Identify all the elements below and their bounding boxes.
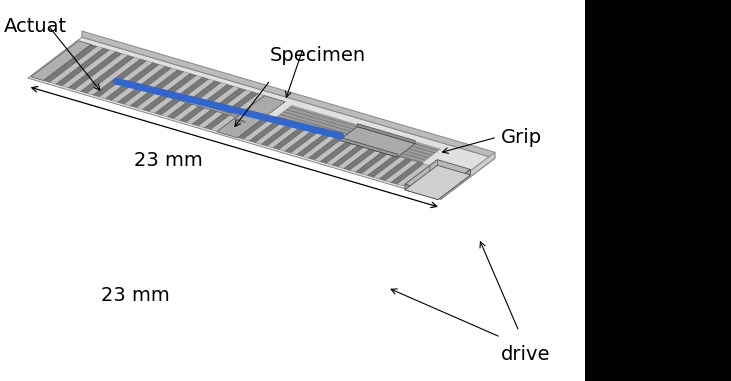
Text: 23 mm: 23 mm (101, 286, 170, 305)
Polygon shape (339, 126, 415, 157)
Polygon shape (344, 148, 376, 170)
Polygon shape (297, 134, 330, 157)
Polygon shape (234, 118, 246, 122)
Polygon shape (130, 70, 184, 108)
Polygon shape (281, 113, 431, 157)
Polygon shape (75, 54, 128, 91)
Polygon shape (339, 137, 397, 157)
Polygon shape (405, 160, 471, 194)
Polygon shape (279, 129, 312, 151)
FancyBboxPatch shape (0, 0, 585, 381)
Polygon shape (105, 62, 159, 101)
Polygon shape (198, 90, 252, 128)
Text: 23 mm: 23 mm (134, 151, 203, 170)
Polygon shape (314, 139, 347, 162)
Polygon shape (287, 108, 437, 152)
Polygon shape (385, 160, 418, 182)
Polygon shape (379, 158, 412, 181)
Polygon shape (291, 133, 324, 155)
Polygon shape (291, 106, 440, 150)
Text: Specimen: Specimen (270, 46, 366, 65)
Polygon shape (43, 45, 97, 82)
Polygon shape (283, 111, 433, 156)
Polygon shape (112, 64, 165, 102)
Polygon shape (289, 107, 439, 151)
Polygon shape (308, 138, 341, 160)
Polygon shape (28, 37, 495, 199)
Polygon shape (155, 77, 209, 115)
Polygon shape (80, 55, 135, 93)
Polygon shape (278, 115, 428, 159)
Polygon shape (285, 131, 318, 153)
Polygon shape (192, 88, 246, 126)
Polygon shape (303, 136, 336, 158)
Polygon shape (87, 57, 140, 95)
Polygon shape (441, 152, 495, 199)
Polygon shape (349, 150, 382, 172)
Polygon shape (249, 120, 282, 142)
Polygon shape (124, 68, 178, 106)
Polygon shape (68, 52, 122, 90)
Text: Actuat: Actuat (4, 17, 67, 36)
Polygon shape (167, 81, 221, 118)
Polygon shape (62, 50, 115, 88)
Polygon shape (148, 75, 202, 113)
Polygon shape (438, 170, 471, 200)
Polygon shape (338, 146, 371, 169)
Polygon shape (82, 31, 495, 158)
Polygon shape (238, 117, 270, 139)
Polygon shape (374, 157, 406, 179)
Polygon shape (284, 110, 434, 155)
Polygon shape (31, 41, 91, 80)
Polygon shape (276, 116, 426, 160)
Polygon shape (186, 86, 240, 124)
Polygon shape (205, 92, 258, 130)
Polygon shape (357, 123, 415, 144)
Text: Grip: Grip (501, 128, 542, 147)
Polygon shape (180, 85, 233, 122)
Polygon shape (161, 79, 215, 117)
Polygon shape (368, 155, 401, 177)
Polygon shape (255, 122, 288, 144)
Polygon shape (217, 96, 285, 138)
Polygon shape (280, 114, 429, 158)
Polygon shape (143, 74, 197, 111)
Polygon shape (397, 164, 430, 186)
Polygon shape (355, 152, 388, 174)
Polygon shape (275, 117, 425, 162)
Polygon shape (99, 61, 153, 99)
Polygon shape (273, 118, 423, 163)
Polygon shape (405, 165, 471, 200)
Polygon shape (137, 72, 190, 110)
Polygon shape (273, 127, 306, 150)
Polygon shape (430, 160, 437, 171)
Polygon shape (118, 66, 172, 104)
Polygon shape (93, 59, 147, 97)
Polygon shape (211, 93, 265, 131)
Polygon shape (320, 141, 353, 163)
Polygon shape (173, 83, 227, 120)
Polygon shape (361, 153, 395, 176)
Polygon shape (332, 145, 365, 167)
Polygon shape (113, 79, 238, 117)
Polygon shape (326, 143, 359, 165)
Polygon shape (267, 126, 300, 148)
Polygon shape (261, 124, 294, 146)
Polygon shape (56, 48, 110, 86)
Polygon shape (50, 46, 103, 84)
Polygon shape (286, 109, 436, 153)
Text: drive: drive (501, 345, 550, 364)
Polygon shape (391, 162, 424, 184)
Polygon shape (243, 119, 276, 141)
Polygon shape (405, 184, 438, 200)
